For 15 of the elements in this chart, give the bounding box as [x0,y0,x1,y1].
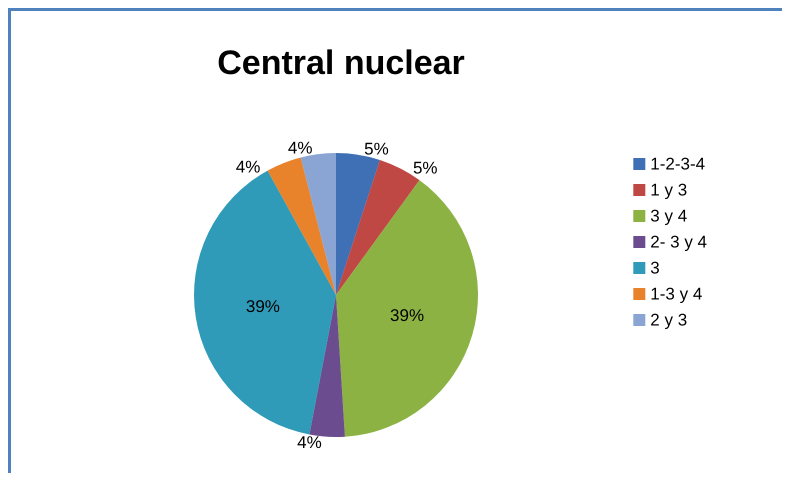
data-label: 39% [390,306,424,326]
data-label: 39% [246,297,280,316]
data-label: 4% [288,138,312,158]
chart-title: Central nuclear [217,44,465,82]
legend-label: 2 y 3 [650,310,688,330]
legend-label: 2- 3 y 4 [650,232,708,252]
legend-label: 1-2-3-4 [650,154,706,174]
data-label: 4% [297,433,322,452]
legend-label: 3 [650,258,660,278]
legend-label: 3 y 4 [650,206,688,226]
legend-label: 1-3 y 4 [650,284,702,304]
data-label: 4% [236,158,260,177]
data-label: 5% [364,139,389,158]
legend-label: 1 y 3 [650,180,688,200]
data-label: 5% [412,158,438,178]
